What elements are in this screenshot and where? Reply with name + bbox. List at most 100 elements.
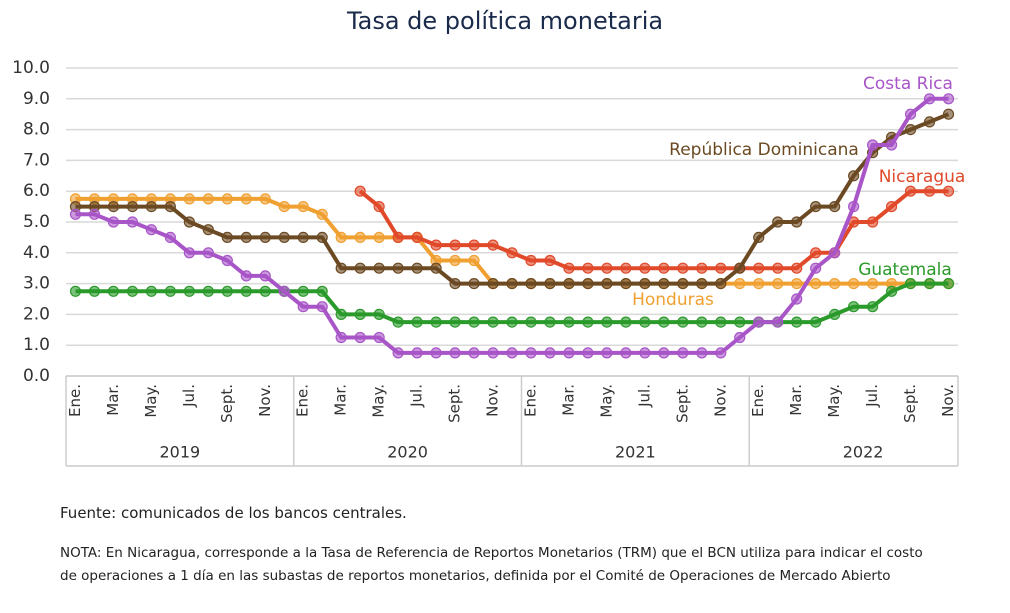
data-point <box>620 278 632 290</box>
data-point <box>601 278 613 290</box>
y-tick-label: 8.0 <box>23 120 50 140</box>
data-point <box>525 254 537 267</box>
data-point <box>866 301 879 313</box>
data-point <box>240 231 252 243</box>
data-point <box>335 231 347 243</box>
data-point <box>316 285 328 297</box>
data-point <box>164 231 176 243</box>
data-point <box>620 347 632 359</box>
data-point <box>240 193 252 205</box>
data-point <box>373 262 385 274</box>
data-point <box>69 208 82 220</box>
data-point <box>126 285 139 297</box>
year-label: 2019 <box>160 443 201 462</box>
data-point <box>563 347 575 359</box>
data-point <box>411 347 423 359</box>
data-point <box>506 278 518 290</box>
data-point <box>829 308 841 320</box>
data-point <box>335 331 347 344</box>
data-point <box>866 139 879 151</box>
data-point <box>658 316 670 328</box>
data-point <box>923 116 936 128</box>
data-point <box>923 185 936 197</box>
data-point <box>791 293 803 305</box>
data-point <box>829 247 841 259</box>
chart-title: Tasa de política monetaria <box>346 7 663 35</box>
data-point <box>923 93 936 105</box>
data-point <box>829 201 841 213</box>
data-point <box>715 316 727 328</box>
data-point <box>885 201 898 213</box>
data-point <box>449 254 461 267</box>
x-tick-label: Jul. <box>408 384 426 408</box>
data-point <box>202 224 214 236</box>
data-point <box>942 93 955 105</box>
data-point <box>297 231 309 243</box>
data-point <box>202 193 214 205</box>
x-tick-label: Jul. <box>635 384 653 408</box>
data-point <box>278 231 290 243</box>
data-point <box>848 278 860 290</box>
data-point <box>183 247 195 259</box>
data-point <box>183 193 195 205</box>
data-point <box>525 347 537 359</box>
data-point <box>810 278 822 290</box>
x-tick-label: Ene. <box>521 384 539 417</box>
data-point <box>183 216 195 228</box>
data-point <box>316 301 328 313</box>
data-point <box>601 262 613 274</box>
data-point <box>354 331 366 344</box>
data-point <box>164 201 176 213</box>
data-point <box>468 347 480 359</box>
data-point <box>601 316 613 328</box>
data-point <box>411 262 423 274</box>
data-point <box>544 254 556 267</box>
data-point <box>392 231 404 243</box>
data-point <box>904 278 917 290</box>
data-point <box>430 262 442 274</box>
data-point <box>753 262 765 274</box>
x-tick-label: May. <box>825 384 843 418</box>
x-tick-label: Mar. <box>332 384 350 416</box>
data-point <box>430 316 442 328</box>
data-point <box>392 262 404 274</box>
data-point <box>772 216 784 228</box>
data-point <box>904 124 917 136</box>
data-point <box>639 316 651 328</box>
note: NOTA: En Nicaragua, corresponde a la Tas… <box>60 545 923 584</box>
data-point <box>677 347 689 359</box>
data-point <box>297 201 309 213</box>
data-point <box>791 316 803 328</box>
data-point <box>373 231 385 243</box>
y-tick-label: 9.0 <box>23 89 50 109</box>
data-point <box>734 278 746 290</box>
data-point <box>506 247 518 259</box>
data-point <box>221 193 233 205</box>
data-point <box>791 278 803 290</box>
data-point <box>563 262 575 274</box>
data-point <box>259 285 271 297</box>
data-point <box>866 278 879 290</box>
data-point <box>221 231 233 243</box>
data-point <box>582 347 594 359</box>
data-point <box>259 193 271 205</box>
data-point <box>316 208 328 220</box>
data-point <box>772 278 784 290</box>
data-point <box>658 347 670 359</box>
x-tick-label: Jul. <box>863 384 881 408</box>
x-tick-label: Nov. <box>484 384 502 417</box>
data-point <box>449 278 461 290</box>
data-point <box>335 308 347 320</box>
data-point <box>639 262 651 274</box>
y-tick-label: 4.0 <box>23 243 50 263</box>
data-point <box>259 270 271 282</box>
data-point <box>411 316 423 328</box>
x-tick-label: Jul. <box>180 384 198 408</box>
data-point <box>392 347 404 359</box>
data-point <box>620 316 632 328</box>
data-point <box>392 316 404 328</box>
data-point <box>525 278 537 290</box>
data-point <box>753 316 765 328</box>
x-tick-label: Nov. <box>939 384 957 417</box>
data-point <box>487 316 499 328</box>
